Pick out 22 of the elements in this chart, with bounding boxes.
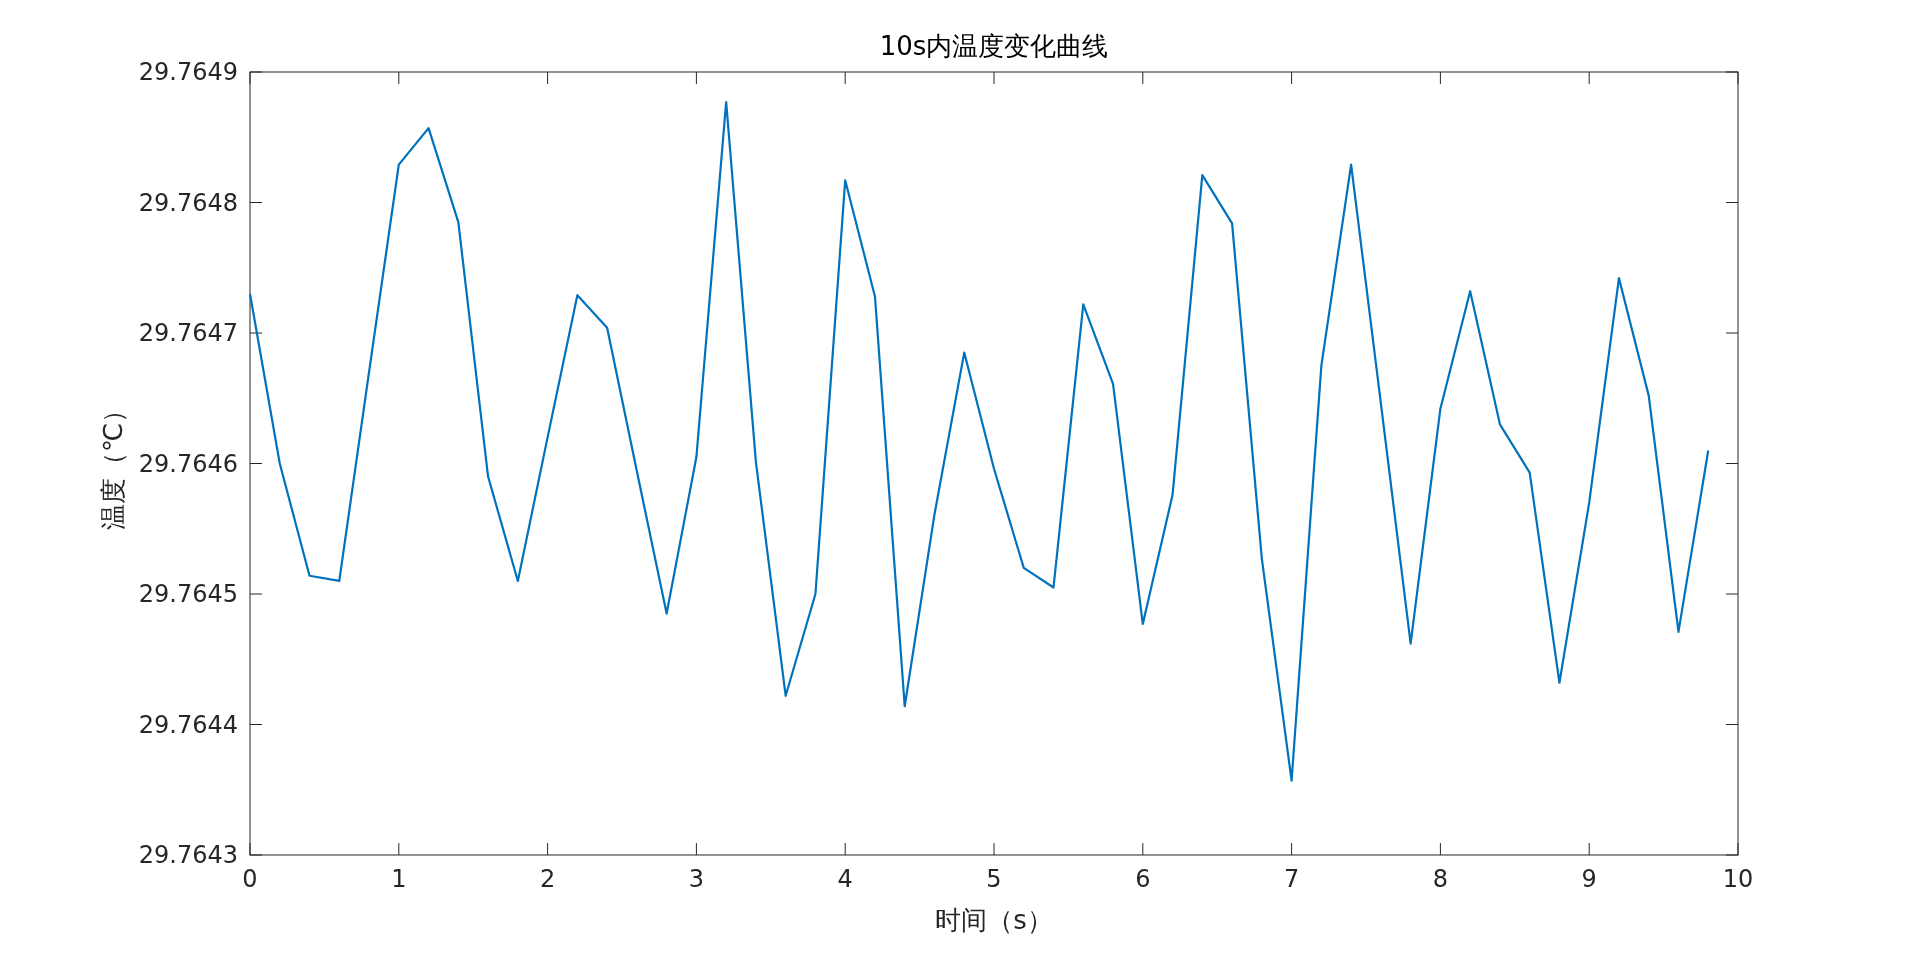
y-tick-label: 29.7644 bbox=[138, 710, 238, 739]
y-tick-label: 29.7647 bbox=[138, 319, 238, 347]
x-tick-label: 5 bbox=[986, 865, 1002, 893]
y-tick-label: 29.7648 bbox=[138, 188, 238, 217]
x-tick-label: 7 bbox=[1283, 865, 1300, 893]
x-tick-label: 10 bbox=[1722, 865, 1754, 893]
x-axis-title: 时间（s） bbox=[935, 905, 1053, 935]
y-tick-label: 29.7643 bbox=[138, 841, 238, 869]
y-tick-label: 29.7645 bbox=[138, 580, 238, 608]
y-tick-label: 29.7646 bbox=[138, 449, 238, 478]
x-tick-label: 1 bbox=[391, 865, 407, 893]
x-tick-label: 3 bbox=[688, 865, 705, 893]
y-axis-title: 温度（℃） bbox=[98, 396, 128, 531]
x-tick-label: 9 bbox=[1581, 865, 1597, 893]
chart-title: 10s内温度变化曲线 bbox=[879, 31, 1109, 61]
x-tick-label: 6 bbox=[1135, 865, 1151, 893]
x-tick-label: 8 bbox=[1432, 865, 1449, 893]
x-tick-label: 0 bbox=[242, 865, 258, 893]
x-tick-label: 2 bbox=[539, 865, 556, 893]
line-series bbox=[248, 100, 1710, 782]
x-tick-label: 4 bbox=[837, 865, 853, 893]
y-tick-label: 29.7649 bbox=[138, 58, 238, 86]
